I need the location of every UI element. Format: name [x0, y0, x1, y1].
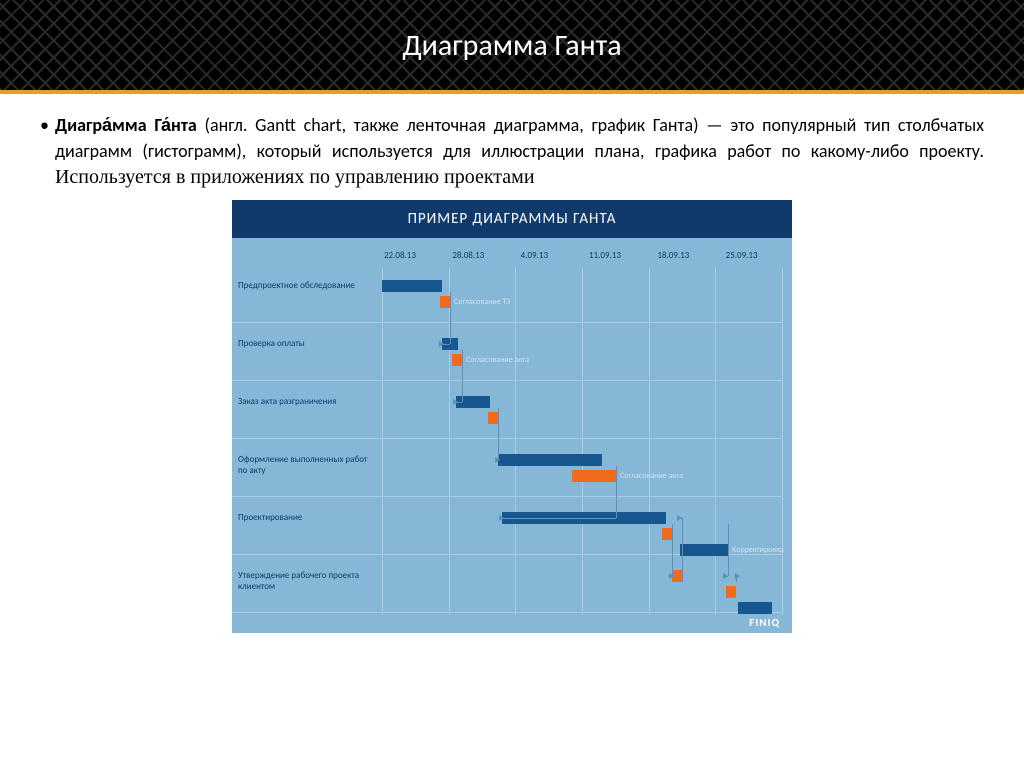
gantt-dates-row: 22.08.1328.08.134.09.1311.09.1318.09.132…: [382, 238, 792, 272]
gridline-v: [582, 268, 583, 615]
bullet-icon: •: [40, 112, 49, 138]
definition-text: Диагра́мма Га́нта (англ. Gantt chart, та…: [55, 112, 984, 190]
gantt-bar: [662, 528, 672, 540]
gridline-v: [515, 268, 516, 615]
gantt-footer-logo: FINIQ: [749, 616, 780, 629]
gantt-bar-label: Корректировка: [732, 545, 784, 555]
definition-block: • Диагра́мма Га́нта (англ. Gantt chart, …: [40, 112, 984, 190]
gridline-h: [232, 380, 782, 381]
gantt-container: ПРИМЕР ДИАГРАММЫ ГАНТА FINIQ 22.08.1328.…: [40, 200, 984, 633]
connector: [672, 524, 673, 576]
gridline-h: [232, 438, 782, 439]
connector-arrow: [677, 515, 682, 521]
connector-arrow: [453, 399, 458, 405]
task-label: Проверка оплаты: [238, 338, 378, 349]
gridline-v: [649, 268, 650, 615]
connector: [462, 350, 463, 402]
gridline-v: [382, 268, 383, 615]
gantt-plot: FINIQ 22.08.1328.08.134.09.1311.09.1318.…: [232, 238, 792, 633]
gantt-date: 18.09.13: [655, 238, 723, 272]
task-label: Заказ акта разграничения: [238, 396, 378, 407]
gantt-date: 11.09.13: [587, 238, 655, 272]
gantt-date: 25.09.13: [724, 238, 792, 272]
gridline-h: [232, 612, 782, 613]
gridline-h: [232, 496, 782, 497]
gantt-bar: [440, 296, 450, 308]
connector: [498, 408, 499, 460]
definition-tail: Используется в приложениях по управлению…: [55, 166, 535, 188]
task-label: Предпроектное обследование: [238, 280, 378, 291]
task-label: Проектирование: [238, 512, 378, 523]
gridline-h: [232, 322, 782, 323]
gantt-bar: [488, 412, 498, 424]
gantt-chart: ПРИМЕР ДИАГРАММЫ ГАНТА FINIQ 22.08.1328.…: [232, 200, 792, 633]
gantt-bar: [382, 280, 442, 292]
gantt-date: 28.08.13: [450, 238, 518, 272]
task-label: Утверждение рабочего проекта клиентом: [238, 570, 378, 592]
slide-title: Диаграмма Ганта: [402, 27, 621, 64]
slide-body: • Диагра́мма Га́нта (англ. Gantt chart, …: [0, 94, 1024, 633]
gantt-bar-label: Согласование ТЗ: [454, 297, 510, 307]
connector-arrow: [723, 573, 728, 579]
connector-arrow: [495, 457, 500, 463]
gantt-bar-label: Согласование акта: [466, 355, 529, 365]
gantt-title: ПРИМЕР ДИАГРАММЫ ГАНТА: [232, 200, 792, 238]
connector: [616, 466, 617, 518]
connector: [728, 524, 729, 576]
task-label: Оформление выполненных работ по акту: [238, 454, 378, 476]
gridline-v: [782, 268, 783, 615]
connector: [502, 518, 616, 519]
gantt-date: 22.08.13: [382, 238, 450, 272]
gantt-bar: [680, 544, 728, 556]
slide-header: Диаграмма Ганта: [0, 0, 1024, 90]
definition-term: Диагра́мма Га́нта: [55, 114, 197, 136]
gantt-bar: [726, 586, 736, 598]
connector: [450, 292, 451, 344]
connector-arrow: [499, 515, 504, 521]
gantt-bar: [738, 602, 772, 614]
connector-arrow: [439, 341, 444, 347]
connector-arrow: [735, 573, 740, 579]
gantt-bar: [572, 470, 616, 482]
connector-arrow: [669, 573, 674, 579]
gantt-date: 4.09.13: [519, 238, 587, 272]
gridline-v: [715, 268, 716, 615]
gantt-bar: [498, 454, 602, 466]
gantt-bar-label: Согласование акта: [620, 471, 683, 481]
connector: [682, 518, 683, 582]
gantt-bar: [452, 354, 462, 366]
